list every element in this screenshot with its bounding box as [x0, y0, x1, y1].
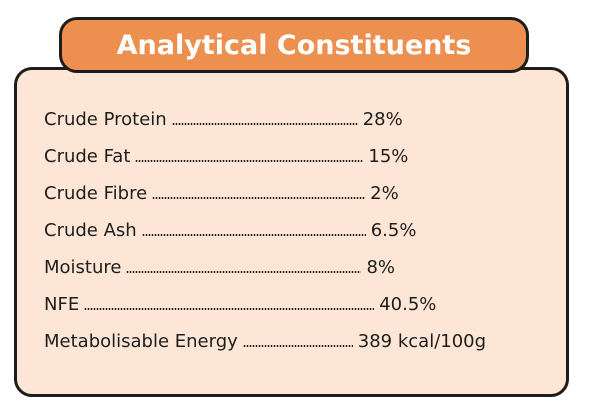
constituent-name: Moisture	[44, 256, 122, 278]
page-title: Analytical Constituents	[116, 29, 472, 61]
constituent-value: 389 kcal/100g	[357, 330, 487, 352]
constituent-name: Crude Fat	[44, 145, 131, 167]
dot-leader	[84, 308, 375, 310]
list-item-crude-protein: Crude Protein 28%	[44, 103, 403, 135]
constituent-value: 8%	[366, 256, 396, 278]
list-item-crude-fat: Crude Fat 15%	[44, 140, 408, 172]
list-item-crude-ash: Crude Ash 6.5%	[44, 214, 416, 246]
constituent-name: Crude Protein	[44, 108, 167, 130]
constituent-value: 28%	[362, 108, 403, 130]
constituent-name: NFE	[44, 293, 80, 315]
list-item-nfe: NFE 40.5%	[44, 288, 436, 320]
dot-leader	[171, 123, 358, 125]
dot-leader	[135, 160, 364, 162]
constituent-value: 40.5%	[379, 293, 437, 315]
constituent-name: Metabolisable Energy	[44, 330, 238, 352]
list-item-crude-fibre: Crude Fibre 2%	[44, 177, 399, 209]
list-item-moisture: Moisture 8%	[44, 251, 395, 283]
constituents-panel	[14, 67, 569, 397]
constituent-name: Crude Fibre	[44, 182, 148, 204]
dot-leader	[126, 271, 362, 273]
list-item-metabolisable-energy: Metabolisable Energy 389 kcal/100g	[44, 325, 486, 357]
constituent-value: 6.5%	[370, 219, 417, 241]
header-tab: Analytical Constituents	[59, 17, 529, 73]
constituent-value: 2%	[370, 182, 399, 204]
dot-leader	[242, 345, 353, 347]
constituent-name: Crude Ash	[44, 219, 137, 241]
constituent-value: 15%	[368, 145, 409, 167]
dot-leader	[152, 197, 366, 199]
dot-leader	[141, 234, 366, 236]
